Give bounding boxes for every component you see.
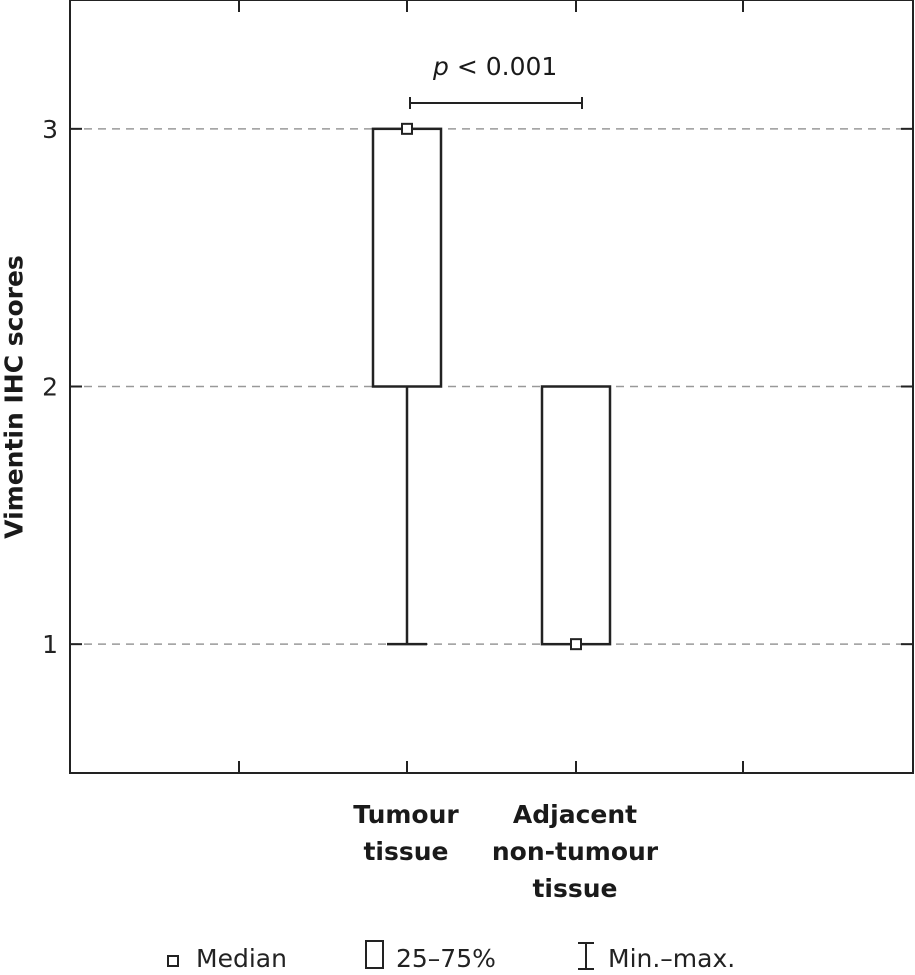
boxes bbox=[371, 122, 612, 651]
median-marker bbox=[401, 122, 413, 135]
p-value-text: < 0.001 bbox=[448, 52, 558, 81]
whisker-icon bbox=[578, 942, 594, 970]
legend-label-box: 25–75% bbox=[396, 944, 496, 973]
significance-bracket bbox=[409, 97, 583, 109]
y-axis-label: Vimentin IHC scores bbox=[0, 255, 29, 539]
box-iqr bbox=[371, 127, 443, 388]
median-square-icon bbox=[167, 955, 179, 967]
category-label-tumour: Tumour tissue bbox=[306, 796, 506, 870]
legend-label-median: Median bbox=[196, 944, 287, 973]
y-tick-label: 1 bbox=[42, 630, 58, 659]
category-label-line: Tumour bbox=[353, 800, 459, 829]
category-label-line: Adjacent bbox=[512, 800, 638, 829]
category-label-line: non-tumour bbox=[491, 837, 659, 866]
p-symbol: p bbox=[433, 52, 449, 81]
y-tick-label: 3 bbox=[42, 115, 58, 144]
p-value-annotation: p < 0.001 bbox=[433, 52, 557, 81]
box-iqr bbox=[540, 385, 612, 646]
legend-icons bbox=[167, 940, 594, 970]
median-marker bbox=[570, 638, 582, 651]
axis-ticks bbox=[70, 0, 913, 773]
category-label-line: tissue bbox=[363, 837, 449, 866]
category-label-line: tissue bbox=[532, 874, 618, 903]
box-icon bbox=[365, 940, 384, 969]
grid-lines bbox=[70, 128, 913, 645]
y-tick-label: 2 bbox=[42, 373, 58, 402]
legend-label-whisker: Min.–max. bbox=[608, 944, 736, 973]
y-tick-labels: 1 2 3 bbox=[42, 115, 58, 659]
category-label-adjacent: Adjacent non-tumour tissue bbox=[475, 796, 675, 907]
